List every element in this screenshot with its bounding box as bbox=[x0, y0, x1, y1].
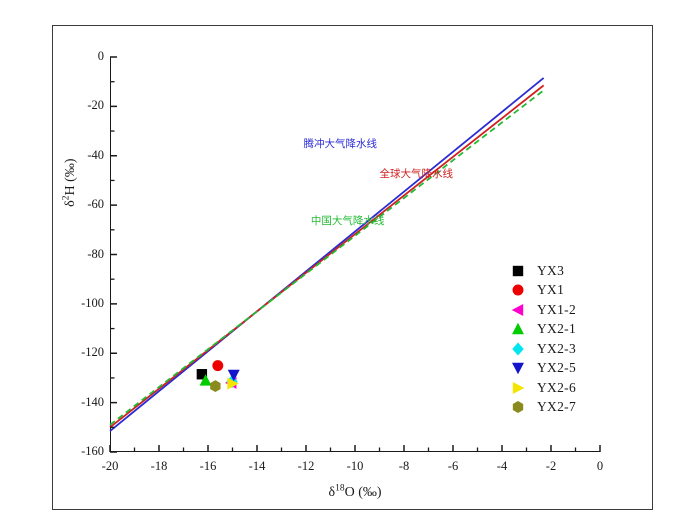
x-tick-label: 0 bbox=[596, 459, 604, 473]
y-tick-label: -120 bbox=[81, 345, 104, 360]
x-tick-label: -4 bbox=[496, 459, 508, 473]
x-axis-title: δ18O (‰) bbox=[110, 483, 600, 501]
data-point-marker bbox=[227, 369, 240, 382]
x-tick-label: -8 bbox=[398, 459, 410, 473]
chart-legend: YX3 YX1 YX1-2 YX2-1 YX2-3 YX2-5 YX2-6 YX2-7 bbox=[505, 261, 576, 417]
legend-item-label: YX3 bbox=[537, 262, 565, 278]
trend-line bbox=[109, 77, 545, 432]
data-point-marker bbox=[196, 369, 208, 380]
x-tick-label: -20 bbox=[101, 459, 119, 473]
legend-item[interactable]: YX1-2 bbox=[505, 300, 576, 320]
legend-item[interactable]: YX2-5 bbox=[505, 359, 576, 379]
data-point-marker bbox=[212, 360, 224, 372]
y-tick-label: -160 bbox=[81, 444, 104, 458]
water-line-label: 中国大气降水线 bbox=[310, 214, 385, 227]
chart-graphics bbox=[109, 77, 545, 432]
y-tick-label: -40 bbox=[87, 147, 104, 162]
y-tick-label: -100 bbox=[81, 295, 104, 310]
legend-item-label: YX1 bbox=[537, 282, 565, 298]
y-tick-label: 0 bbox=[97, 49, 104, 63]
legend-item-label: YX2-1 bbox=[537, 321, 576, 337]
y-tick-label: -60 bbox=[87, 197, 104, 212]
x-tick-label: -6 bbox=[447, 459, 459, 473]
trend-line bbox=[109, 84, 545, 429]
legend-item[interactable]: YX2-7 bbox=[505, 398, 576, 418]
legend-marker-icon bbox=[505, 320, 531, 338]
legend-item-label: YX2-5 bbox=[537, 360, 576, 376]
legend-item-label: YX1-2 bbox=[537, 301, 576, 317]
legend-item[interactable]: YX3 bbox=[505, 261, 576, 281]
y-tick-label: -20 bbox=[87, 98, 104, 113]
legend-item-label: YX2-6 bbox=[537, 379, 576, 395]
figure-outer-frame bbox=[52, 25, 653, 510]
trend-line bbox=[109, 89, 545, 426]
legend-marker-icon bbox=[505, 301, 531, 319]
x-tick-label: -14 bbox=[248, 459, 266, 473]
legend-item-label: YX2-7 bbox=[537, 399, 576, 415]
legend-marker-icon bbox=[505, 379, 531, 397]
data-point-marker bbox=[199, 374, 212, 386]
x-tick-label: -2 bbox=[545, 459, 557, 473]
legend-item[interactable]: YX2-1 bbox=[505, 320, 576, 340]
x-tick-label: -12 bbox=[297, 459, 315, 473]
water-line-label: 全球大气降水线 bbox=[379, 168, 454, 181]
x-tick-label: -16 bbox=[199, 459, 217, 473]
legend-item[interactable]: YX2-6 bbox=[505, 378, 576, 398]
legend-item[interactable]: YX1 bbox=[505, 281, 576, 301]
y-tick-label: -140 bbox=[81, 394, 104, 409]
data-point-marker bbox=[227, 377, 239, 390]
legend-marker-icon bbox=[505, 359, 531, 377]
x-axis-title-text: δ18O (‰) bbox=[328, 483, 382, 500]
legend-item-label: YX2-3 bbox=[537, 340, 576, 356]
plot-area bbox=[109, 57, 600, 452]
y-tick-label: -80 bbox=[87, 246, 104, 261]
legend-marker-icon bbox=[505, 281, 531, 299]
data-point-marker bbox=[210, 380, 221, 393]
x-tick-label: -18 bbox=[150, 459, 168, 473]
legend-marker-icon bbox=[505, 340, 531, 358]
x-tick-label: -10 bbox=[346, 459, 364, 473]
water-line-label: 腾冲大气降水线 bbox=[303, 138, 378, 151]
legend-item[interactable]: YX2-3 bbox=[505, 339, 576, 359]
legend-marker-icon bbox=[505, 262, 531, 280]
legend-marker-icon bbox=[505, 398, 531, 416]
